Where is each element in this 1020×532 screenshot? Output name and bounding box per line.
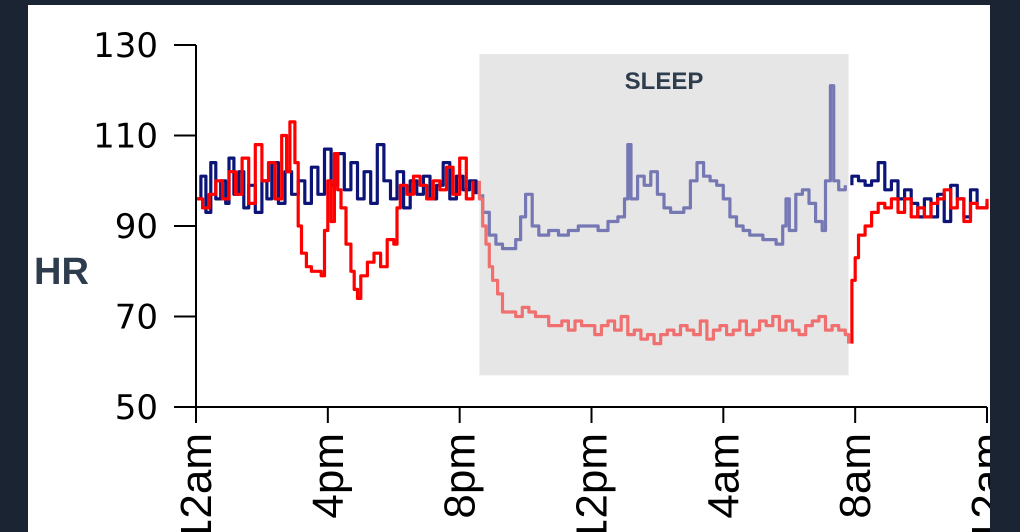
x-tick-label: 12am — [172, 433, 221, 532]
y-tick-label: 130 — [93, 26, 158, 66]
y-tick-label: 70 — [115, 298, 158, 338]
series-1-line-sleep — [481, 84, 847, 251]
x-tick-label: 12am — [963, 433, 990, 532]
series-2-line-before — [196, 120, 475, 300]
heart-rate-chart: SLEEP 50 70 90 110 130 12am 4pm 8pm 12pm 4am 8am 12… — [34, 26, 990, 532]
x-tick-label: 8pm — [436, 433, 485, 519]
x-tick-label: 8am — [831, 433, 880, 519]
x-tick-label: 4am — [699, 433, 748, 519]
series-2-line-after — [850, 188, 989, 344]
sleep-label: SLEEP — [625, 68, 704, 95]
y-tick-label: 50 — [115, 388, 158, 428]
y-tick-label: 110 — [93, 117, 158, 157]
x-tick-label: 12pm — [568, 433, 617, 532]
x-tick-label: 4pm — [304, 433, 353, 519]
series-2-line-sleep — [477, 180, 851, 346]
y-axis-label: HR — [34, 251, 89, 293]
chart-panel: SLEEP 50 70 90 110 130 12am 4pm 8pm 12pm 4am 8am 12… — [28, 5, 990, 532]
y-tick-label: 90 — [115, 207, 158, 247]
